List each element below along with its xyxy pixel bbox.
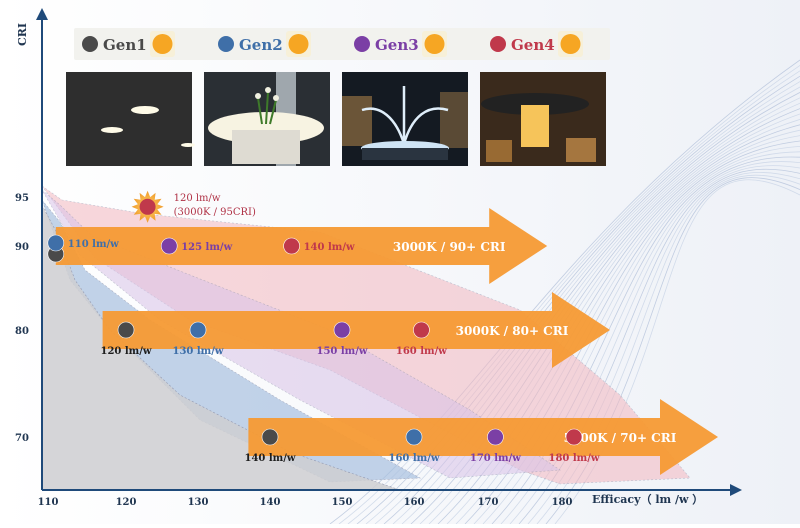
water-jets	[361, 86, 449, 145]
x-tick-label: 130	[188, 497, 209, 508]
band-arrow-70	[248, 399, 718, 475]
band-label-90: 3000K / 90+ CRI	[393, 240, 506, 254]
legend: Gen1 Gen2 Gen3 Gen4	[74, 28, 610, 60]
axes: CRI Efficacy（ lm /w ）	[16, 8, 742, 506]
x-tick-label: 150	[332, 497, 353, 508]
legend-marker-gen2	[218, 36, 234, 52]
gen3-point-label: 170 lm/w	[470, 453, 521, 464]
x-tick-label: 120	[116, 497, 137, 508]
y-tick-label: 95	[15, 193, 29, 204]
y-tick-label: 90	[15, 242, 29, 253]
gen4-point-label: 180 lm/w	[549, 453, 600, 464]
cri-band-arrows: 3000K / 90+ CRI 3000K / 80+ CRI 5000K / 70…	[55, 208, 718, 475]
table-lamp-photo	[204, 72, 330, 166]
ceiling	[66, 72, 192, 166]
x-tick-label: 140	[260, 497, 281, 508]
x-tick-label: 110	[38, 497, 59, 508]
lamp-shade	[521, 105, 549, 147]
legend-label-gen4: Gen4	[511, 36, 555, 54]
data-points: 120 lm/w 140 lm/w 110 lm/w 130 lm/w 160 lm/w…	[47, 234, 600, 464]
gen4-point	[283, 237, 300, 255]
flower	[255, 93, 261, 99]
y-tick-label: 80	[15, 326, 29, 337]
y-axis-label: CRI	[16, 23, 29, 46]
gen3-point-label: 150 lm/w	[317, 346, 368, 357]
tick-labels: 110 120 130 140 150 160 170 180 70 80 90 95	[15, 193, 572, 508]
downlight-photo	[66, 72, 195, 166]
band-arrow-90	[55, 208, 548, 284]
basin-wall	[362, 148, 448, 160]
gen4-highlight-point	[139, 198, 156, 215]
gen4-point	[565, 428, 583, 446]
gen4-point-label: 140 lm/w	[304, 242, 355, 253]
band-arrow-80	[102, 292, 610, 368]
downlight-spot	[131, 106, 159, 114]
led-chip-phosphor	[152, 34, 173, 54]
led-chip-phosphor	[424, 34, 445, 54]
y-tick-label: 70	[15, 433, 29, 444]
legend-strip	[74, 28, 610, 60]
gen3-point	[160, 237, 178, 255]
x-axis-arrow	[730, 484, 742, 496]
downlight-spot	[181, 143, 195, 147]
legend-label-gen2: Gen2	[239, 36, 283, 54]
gen2-point	[405, 428, 423, 446]
flower	[273, 95, 279, 101]
gen2-point-label: 160 lm/w	[389, 453, 440, 464]
table-base	[232, 130, 300, 164]
legend-marker-gen1	[82, 36, 98, 52]
fountain-photo	[342, 72, 468, 166]
gen2-point	[47, 234, 65, 252]
gen3-point	[487, 428, 504, 446]
led-chip-phosphor	[560, 34, 581, 54]
highlight-label-line2: (3000K / 95CRI)	[174, 207, 256, 218]
legend-label-gen3: Gen3	[375, 36, 419, 54]
pendant-lamp-photo	[480, 72, 606, 166]
building-left	[342, 96, 372, 146]
band-label-70: 5000K / 70+ CRI	[564, 431, 677, 445]
x-tick-label: 170	[478, 497, 499, 508]
downlight-spot	[101, 127, 123, 133]
highlight-label-line1: 120 lm/w	[174, 193, 221, 204]
gen2-point	[189, 321, 207, 339]
gen3-point-label: 125 lm/w	[181, 242, 232, 253]
legend-marker-gen3	[354, 36, 370, 52]
building-right	[440, 92, 468, 148]
flower	[265, 87, 271, 93]
x-axis-label: Efficacy（ lm /w ）	[592, 493, 703, 506]
lamp-disc	[481, 93, 589, 115]
band-label-80: 3000K / 80+ CRI	[456, 324, 569, 338]
gen2-point-label: 110 lm/w	[68, 239, 119, 250]
legend-marker-gen4	[490, 36, 506, 52]
gen1-point	[117, 321, 135, 339]
wave-line	[365, 81, 800, 525]
flower-stems	[257, 91, 277, 125]
legend-label-gen1: Gen1	[103, 36, 147, 54]
led-chip-phosphor	[288, 34, 309, 54]
gen3-point	[333, 321, 351, 339]
window-glow	[486, 140, 512, 162]
x-tick-label: 180	[552, 497, 573, 508]
gen4-point-label: 160 lm/w	[396, 346, 447, 357]
y-axis-arrow	[36, 8, 48, 20]
gen2-point-label: 130 lm/w	[173, 346, 224, 357]
gen1-point-label: 120 lm/w	[101, 346, 152, 357]
window-glow	[566, 138, 596, 162]
x-tick-label: 160	[404, 497, 425, 508]
gen1-point	[261, 428, 279, 446]
gen4-point	[413, 321, 430, 339]
wave-line	[356, 75, 800, 525]
gen1-point-label: 140 lm/w	[245, 453, 296, 464]
application-photos	[66, 72, 606, 166]
highlight-callout: 120 lm/w (3000K / 95CRI)	[131, 190, 256, 223]
